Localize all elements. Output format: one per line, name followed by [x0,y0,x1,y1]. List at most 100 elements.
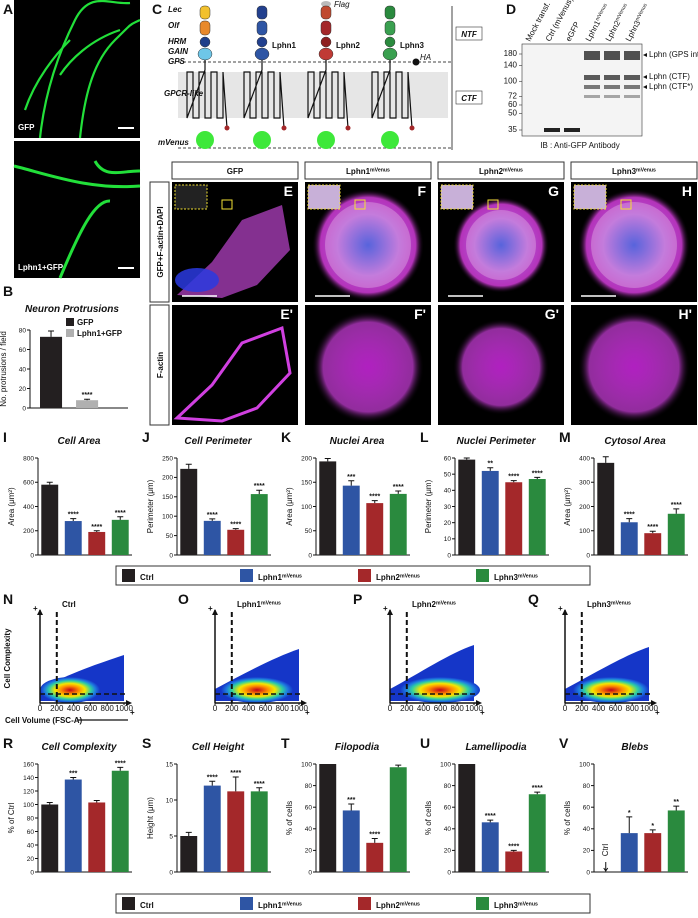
error-bar [626,816,633,834]
chart-title: Filopodia [335,742,380,753]
gpcr-domain [307,60,349,129]
column-header [437,161,565,180]
band [584,75,600,80]
column-label-main: GFP [227,167,244,176]
bar [389,767,407,872]
error-bar [371,838,378,843]
blot [521,43,643,137]
band-label: Lphn (CTF) [649,72,690,81]
column-label: Lphn1mVenus [346,167,390,176]
neurite [23,39,71,111]
cell [453,197,549,293]
x-tick-label: 600 [434,704,448,713]
neurite [78,19,141,139]
legend-label: Ctrl [140,901,154,910]
error-bar [510,849,517,852]
bar [366,842,384,872]
band [564,128,580,132]
legend-label-main: Lphn1 [258,573,283,582]
density-core [40,677,100,703]
inset-roi [620,199,632,210]
y-tick-label: 400 [23,504,34,511]
error-bar [185,831,192,836]
x-tick-label: 200 [400,704,414,713]
y-tick-label: 10 [166,797,174,804]
legend-label: Lphn3mVenus [494,573,538,582]
panel-letter: J [142,429,150,445]
y-tick-label: 15 [166,761,174,768]
cell [173,325,292,423]
bar [644,533,662,555]
image-label: GFP [18,123,35,132]
significance: **** [671,502,682,509]
chart-title: Blebs [621,742,649,753]
ladder-label: 35 [508,125,517,134]
legend-label: Lphn1mVenus [258,901,302,910]
significance: * [651,823,654,830]
lane-label: eGFP [564,20,582,43]
y-tick-label: 60 [583,805,591,812]
y-tick-label: 100 [301,761,312,768]
bar [505,851,523,872]
bar [389,493,407,555]
x-tick-label: 800 [276,704,290,713]
panel-letter: V [559,735,569,751]
y-axis-label: Height (μm) [146,797,155,839]
y-tick-label: 200 [301,455,312,462]
y-tick-label: 60 [444,805,452,812]
row-label: F-actin [156,352,165,378]
bar [250,494,268,555]
flow-title: Ctrl [62,600,76,609]
y-tick-label: 40 [19,366,27,373]
bar [458,764,476,872]
gain-domain [382,47,398,61]
hrm-domain [199,36,211,48]
y-tick-label: 30 [444,504,452,511]
bar [528,479,546,555]
legend-label-sup: mVenus [518,901,538,907]
band [624,95,640,98]
error-bar [395,764,402,768]
column-label-main: Lphn2 [479,167,504,176]
construct-label: Lphn1 [272,41,297,50]
error-bar [256,787,263,792]
bar [458,459,476,555]
y-tick-label: 140 [23,775,34,782]
y-tick-label: 50 [166,533,174,540]
error-bar [534,476,541,480]
x-tick-label: 1000 [465,704,483,713]
bar [203,520,221,555]
error-bar [626,518,633,523]
y-axis-label: Perimeter (μm) [424,479,433,533]
x-tick-label: 0 [38,704,43,713]
legend-label: Lphn1mVenus [258,573,302,582]
y-tick-label: 100 [301,504,312,511]
flow-title-main: Lphn2 [412,600,437,609]
inset [307,184,341,210]
panel-letter: I [3,429,7,445]
y-axis-label: No. protrusions / field [0,331,8,407]
nucleus [175,268,219,292]
hrm-domain [320,36,332,48]
error-bar [463,457,470,460]
significance: **** [532,470,543,477]
ladder-label: 50 [508,108,517,117]
legend-swatch [240,897,253,910]
panel-letter: O [178,591,189,607]
error-bar [117,516,124,520]
bar [481,470,499,555]
y-tick-label: 160 [23,761,34,768]
panel-letter: C [152,1,162,17]
y-tick-label: 100 [579,528,590,535]
legend-label-main: Lphn2 [376,901,401,910]
x-tick-label: 400 [67,704,81,713]
ladder-label: 60 [508,100,517,109]
x-tick-label: 800 [451,704,465,713]
row-label: GFP+F-actin+DAPI [156,206,165,277]
x-tick-label: 0 [213,704,218,713]
error-bar [117,766,124,771]
error-bar [395,490,402,494]
error-bar [209,518,216,521]
legend-swatch [476,897,489,910]
